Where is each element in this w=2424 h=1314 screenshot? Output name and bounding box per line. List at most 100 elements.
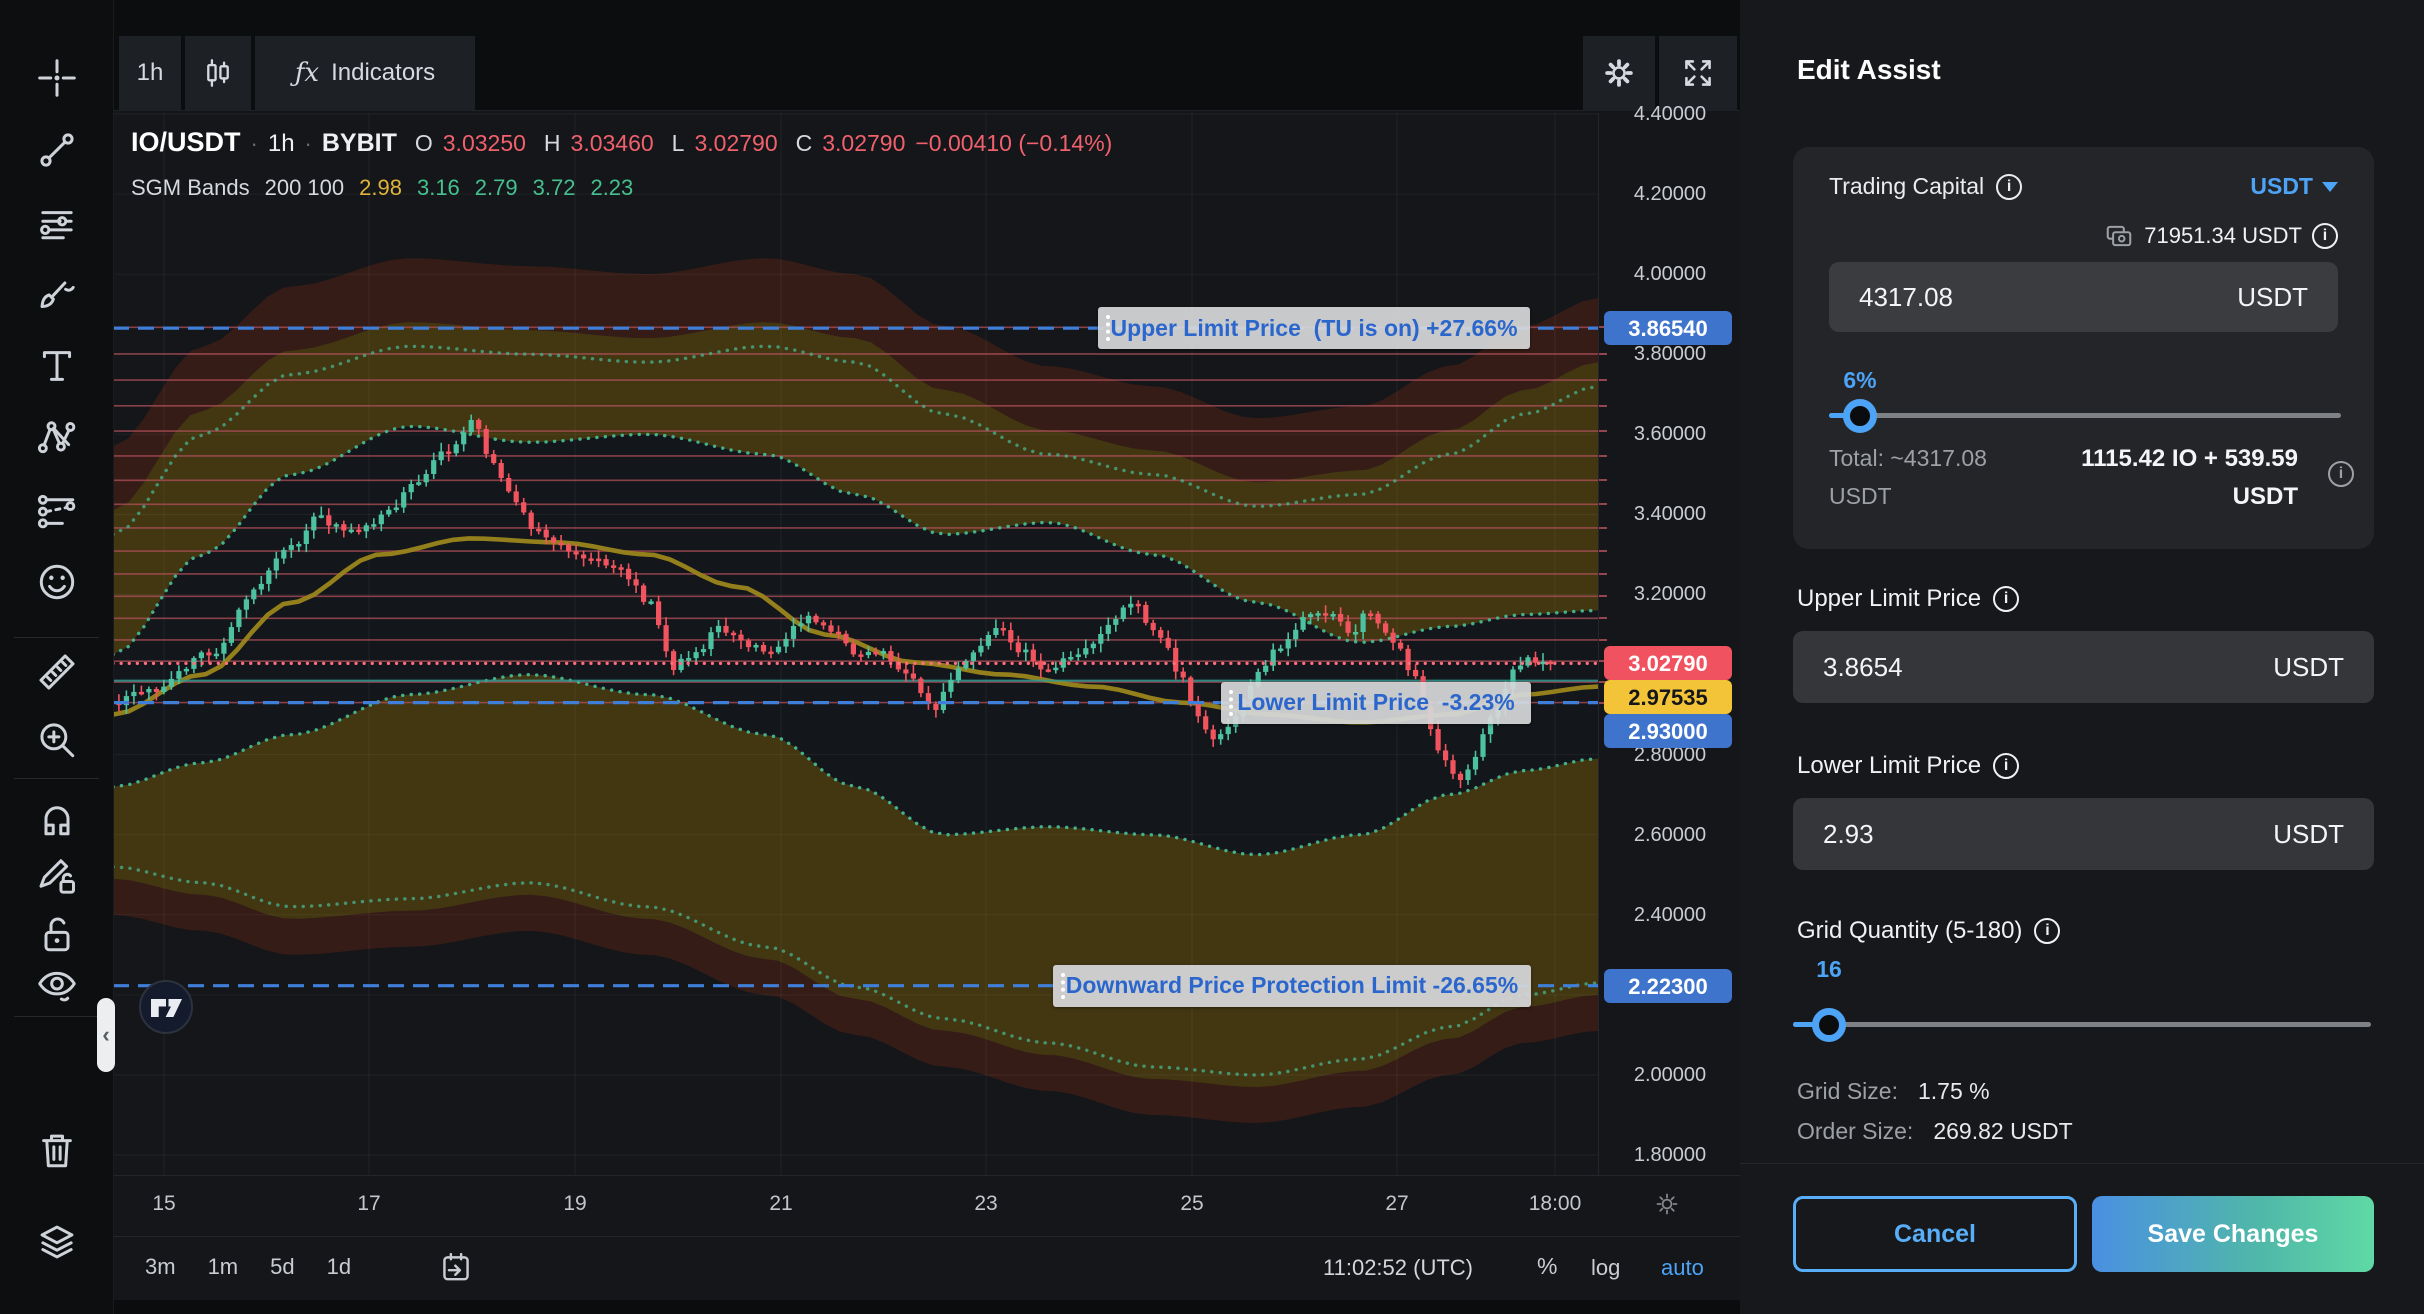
range-button-1d[interactable]: 1d	[326, 1254, 352, 1279]
grid-quantity-slider-thumb[interactable]	[1812, 1008, 1846, 1042]
indicators-button[interactable]: ƒx Indicators	[255, 36, 475, 110]
price-tick: 2.40000	[1633, 903, 1707, 926]
tool-layers[interactable]	[34, 1219, 80, 1265]
upper-limit-input[interactable]: 3.8654 USDT	[1793, 631, 2374, 703]
downward-protection-label[interactable]: Downward Price Protection Limit -26.65%	[1053, 964, 1531, 1007]
capital-slider-value: 6%	[1843, 367, 1877, 393]
percent-scale-button[interactable]: %	[1537, 1253, 1558, 1279]
info-icon[interactable]	[2034, 918, 2061, 944]
grid-size-label: Grid Size:	[1797, 1078, 1898, 1104]
grid-level-tick	[1599, 479, 1607, 482]
range-buttons: 3m 1m 5d 1d	[145, 1254, 351, 1280]
tool-hide-drawings[interactable]	[34, 963, 80, 1009]
grid-size-value: 1.75 %	[1917, 1078, 1990, 1104]
grid-level-tick	[1599, 701, 1607, 704]
total-breakdown: 1115.42 IO + 539.59	[2081, 445, 2298, 472]
grid-level-tick	[1599, 681, 1607, 684]
tool-trend-line[interactable]	[34, 127, 80, 173]
grid-level-tick	[1599, 572, 1607, 575]
grid-quantity-label: Grid Quantity (5-180)	[1797, 917, 2023, 944]
range-button-3m[interactable]: 3m	[145, 1254, 176, 1279]
upper-limit-price-label: Upper Limit Price	[1797, 585, 1982, 612]
info-icon[interactable]	[2328, 461, 2354, 487]
fx-icon: ƒx	[294, 58, 320, 88]
save-changes-button[interactable]: Save Changes	[2092, 1196, 2374, 1272]
lower-limit-input[interactable]: 2.93 USDT	[1793, 798, 2374, 870]
header-interval: 1h	[267, 130, 295, 157]
ruler-icon	[39, 654, 75, 690]
cancel-button[interactable]: Cancel	[1793, 1196, 2077, 1272]
emoji-icon	[39, 564, 75, 600]
order-size-value: 269.82 USDT	[1933, 1118, 2073, 1144]
fullscreen-button[interactable]	[1659, 36, 1737, 110]
upper-limit-label[interactable]: Upper Limit Price (TU is on) +27.66%	[1098, 307, 1530, 350]
log-scale-button[interactable]: log	[1591, 1255, 1621, 1280]
lower-limit-value: 2.93	[1823, 818, 1874, 849]
tool-emoji[interactable]	[34, 559, 80, 605]
interval-button[interactable]: 1h	[119, 36, 181, 110]
go-to-date-button[interactable]	[438, 1249, 474, 1285]
draw-unlock-icon	[39, 859, 75, 894]
trading-capital-card: Trading Capital USDT 71951.34 USDT	[1793, 147, 2374, 549]
grid-quantity-slider-track[interactable]	[1793, 1022, 2371, 1027]
currency-dropdown[interactable]: USDT	[2250, 173, 2338, 200]
info-icon[interactable]	[1993, 586, 2020, 612]
collapse-panel-handle[interactable]: ‹	[97, 998, 115, 1072]
chart-bottom-toolbar: 3m 1m 5d 1d 11:02:52 (UTC) % log auto	[113, 1236, 1740, 1301]
gear-icon	[1601, 55, 1637, 91]
tool-crosshair[interactable]	[34, 55, 80, 101]
price-badge-2.93000: 2.93000	[1604, 714, 1732, 749]
capital-slider-track[interactable]	[1829, 413, 2341, 418]
price-badge-2.97535: 2.97535	[1604, 680, 1732, 715]
grid-level-tick	[1599, 638, 1607, 641]
tradingview-logo[interactable]	[138, 979, 194, 1035]
tool-magnet[interactable]	[34, 795, 80, 841]
info-icon[interactable]	[1993, 753, 2020, 779]
tool-ruler[interactable]	[34, 649, 80, 695]
candlestick-chart[interactable]	[113, 113, 1598, 1175]
chart-settings-button[interactable]	[1583, 36, 1655, 110]
tool-zoom-in[interactable]	[34, 717, 80, 763]
tool-horizontal-lines[interactable]	[34, 199, 80, 245]
indicator-name: SGM Bands	[131, 175, 250, 200]
symbol-name: IO/USDT	[131, 127, 241, 157]
projection-icon	[37, 494, 76, 529]
price-tick: 2.00000	[1633, 1063, 1707, 1086]
price-tick: 2.60000	[1633, 823, 1707, 846]
time-tick-25: 25	[1180, 1192, 1204, 1215]
tool-text[interactable]	[34, 343, 80, 389]
tool-trash[interactable]	[34, 1127, 80, 1173]
range-button-5d[interactable]: 5d	[270, 1254, 295, 1279]
info-icon[interactable]	[1996, 173, 2023, 200]
auto-scale-button[interactable]: auto	[1661, 1255, 1704, 1280]
time-axis[interactable]: 15 17 19 21 23 25 27 18:00	[113, 1175, 1740, 1237]
time-tick-18:00: 18:00	[1528, 1192, 1582, 1215]
rail-divider	[14, 1016, 99, 1017]
price-tick: 4.00000	[1633, 263, 1707, 286]
sun-icon[interactable]	[1653, 1190, 1681, 1218]
time-tick-27: 27	[1385, 1192, 1409, 1215]
rail-divider	[14, 637, 99, 638]
price-axis[interactable]: 4.40000 4.20000 4.00000 3.80000 3.60000 3.400…	[1598, 103, 1741, 1175]
chart-style-button[interactable]	[185, 36, 251, 110]
tool-projection[interactable]	[34, 487, 80, 533]
tool-draw-unlock[interactable]	[34, 853, 80, 899]
tool-brush[interactable]	[34, 271, 80, 317]
rail-divider	[14, 778, 99, 779]
grid-level-tick	[1599, 454, 1607, 457]
grid-level-tick	[1599, 617, 1607, 620]
tool-xabcd-pattern[interactable]	[34, 415, 80, 461]
interval-label: 1h	[136, 59, 164, 86]
range-button-1m[interactable]: 1m	[207, 1254, 239, 1279]
trash-icon	[42, 1134, 72, 1168]
lower-limit-label[interactable]: Lower Limit Price -3.23%	[1221, 681, 1531, 724]
available-balance: 71951.34 USDT	[2144, 223, 2302, 248]
grid-level-tick	[1599, 550, 1607, 553]
tool-lock[interactable]	[34, 911, 80, 957]
capital-slider-thumb[interactable]	[1843, 399, 1877, 433]
chart-area[interactable]: IO/USDT · 1h · BYBIT O 3.03250 H 3.03460 L…	[113, 103, 1741, 1175]
info-icon[interactable]	[2312, 223, 2338, 249]
capital-amount-input[interactable]: 4317.08 USDT	[1829, 262, 2338, 332]
lock-icon	[44, 917, 70, 952]
utc-clock[interactable]: 11:02:52 (UTC)	[1323, 1255, 1473, 1280]
